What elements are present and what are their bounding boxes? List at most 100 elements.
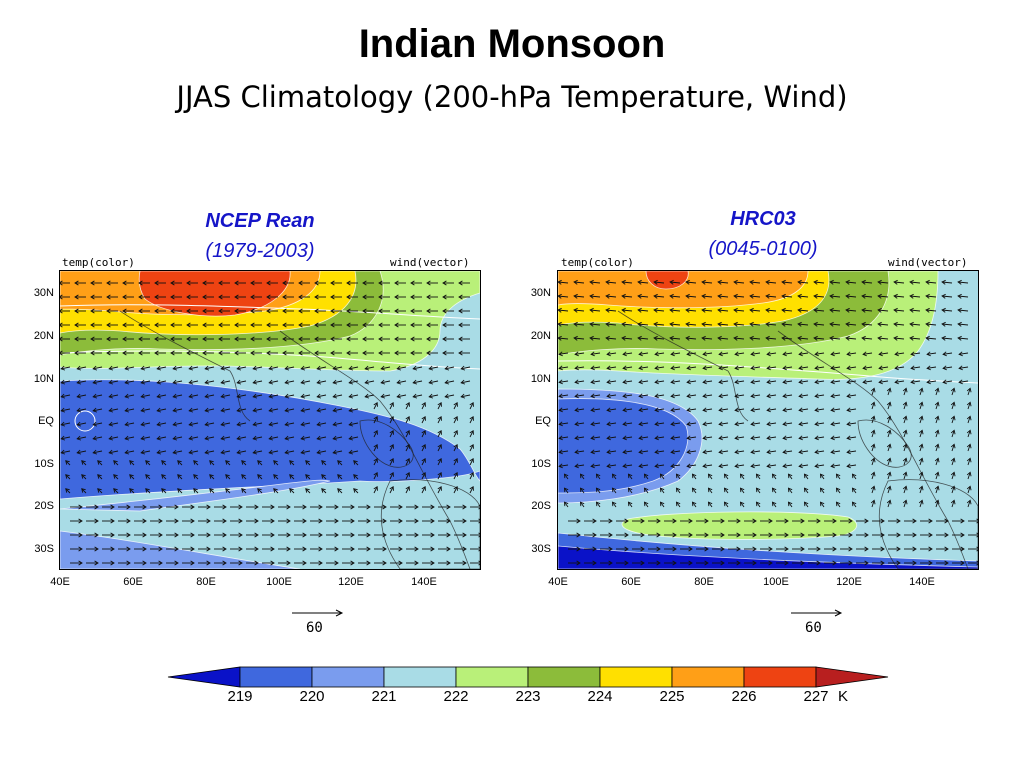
wind-vector xyxy=(575,422,585,425)
wind-vector-head xyxy=(590,407,595,413)
wind-vector xyxy=(887,500,891,508)
wind-vector-head xyxy=(220,407,226,413)
wind-vector xyxy=(735,450,745,453)
wind-vector-head xyxy=(282,350,287,356)
wind-vector-head xyxy=(74,322,79,328)
wind-vector xyxy=(772,473,777,480)
wind-vector xyxy=(676,501,681,508)
wind-vector xyxy=(269,422,279,426)
wind-vector xyxy=(221,408,231,412)
wind-vector xyxy=(910,281,921,284)
wind-vector-head xyxy=(405,401,410,407)
wind-vector-head xyxy=(108,379,114,385)
wind-vector xyxy=(903,500,907,508)
wind-vector-head xyxy=(284,379,290,385)
wind-vector-head xyxy=(394,308,399,314)
wind-vector xyxy=(686,323,697,326)
wind-vector xyxy=(830,323,841,326)
wind-vector-head xyxy=(92,435,98,441)
wind-vector-head xyxy=(656,518,661,524)
wind-vector-head xyxy=(707,487,713,493)
wind-vector-head xyxy=(202,322,207,328)
wind-vector-head xyxy=(300,421,306,427)
colorbar-tick: 225 xyxy=(659,688,685,705)
wind-vector xyxy=(113,488,119,494)
wind-vector-head xyxy=(60,449,66,455)
wind-vector-head xyxy=(234,322,239,328)
wind-vector-head xyxy=(672,546,677,552)
wind-vector-head xyxy=(373,443,378,449)
wind-vector-head xyxy=(813,335,818,341)
wind-vector-head xyxy=(373,429,378,435)
wind-vector-head xyxy=(829,321,834,327)
wind-vector-head xyxy=(366,504,371,510)
colorbar-unit: K xyxy=(838,688,849,705)
wind-vector-head xyxy=(458,280,463,286)
wind-vector-head xyxy=(380,365,386,371)
wind-vector xyxy=(333,408,343,412)
wind-vector-head xyxy=(124,365,130,371)
wind-vector-head xyxy=(960,532,965,538)
wind-vector xyxy=(702,309,713,312)
wind-vector-head xyxy=(346,336,351,342)
wind-vector-head xyxy=(830,421,835,427)
wind-vector xyxy=(654,323,665,326)
wind-vector-head xyxy=(864,546,869,552)
wind-vector xyxy=(820,487,825,494)
wind-vector-head xyxy=(250,322,255,328)
wind-vector xyxy=(719,436,729,439)
wind-vector-head xyxy=(624,546,629,552)
wind-vector-head xyxy=(284,407,290,413)
wind-vector-head xyxy=(362,336,367,342)
wind-vector xyxy=(421,402,426,410)
wind-vector xyxy=(788,473,793,480)
wind-vector xyxy=(161,460,167,466)
wind-vector xyxy=(639,394,649,397)
wind-vector-head xyxy=(720,560,725,566)
wind-vector-head xyxy=(637,293,642,299)
wind-vector-head xyxy=(106,336,111,342)
wind-vector xyxy=(591,464,601,467)
wind-vector-head xyxy=(81,460,86,465)
wind-vector xyxy=(317,450,327,454)
wind-vector xyxy=(623,408,633,411)
wind-vector-head xyxy=(300,365,306,371)
wind-vectors xyxy=(60,280,480,566)
wind-vector-head xyxy=(394,336,399,342)
wind-vector xyxy=(333,366,343,370)
wind-vector xyxy=(671,450,681,453)
wind-vector xyxy=(740,473,745,480)
wind-vector xyxy=(862,309,873,312)
wind-vector xyxy=(607,380,617,383)
wind-vector-head xyxy=(458,322,463,328)
wind-vector-head xyxy=(190,504,195,510)
wind-vector xyxy=(942,281,953,284)
wind-vector-head xyxy=(830,435,835,441)
wind-vector xyxy=(333,394,343,398)
wind-vector-head xyxy=(453,415,458,421)
wind-vector xyxy=(655,408,665,411)
wind-vector-head xyxy=(909,321,914,327)
wind-vector-head xyxy=(318,504,323,510)
wind-vector xyxy=(93,408,103,412)
wind-vector xyxy=(638,281,649,284)
wind-vector xyxy=(622,295,633,298)
wind-vector-head xyxy=(902,443,908,449)
wind-vector-head xyxy=(686,365,691,371)
wind-vector xyxy=(77,450,87,454)
wind-vector xyxy=(623,450,633,453)
wind-vector-head xyxy=(851,473,857,479)
wind-vector-head xyxy=(145,488,150,493)
wind-vector xyxy=(209,488,215,494)
wind-vector-head xyxy=(154,308,159,314)
wind-vector-head xyxy=(124,421,130,427)
wind-vector xyxy=(815,352,825,355)
wind-vector-head xyxy=(305,488,310,493)
wind-vector-head xyxy=(606,421,611,427)
wind-vector xyxy=(590,295,601,298)
wind-vector xyxy=(766,295,777,298)
wind-vector-head xyxy=(830,463,835,469)
wind-vector xyxy=(622,337,633,340)
wind-vector-head xyxy=(158,532,163,538)
wind-vector-head xyxy=(893,293,898,299)
